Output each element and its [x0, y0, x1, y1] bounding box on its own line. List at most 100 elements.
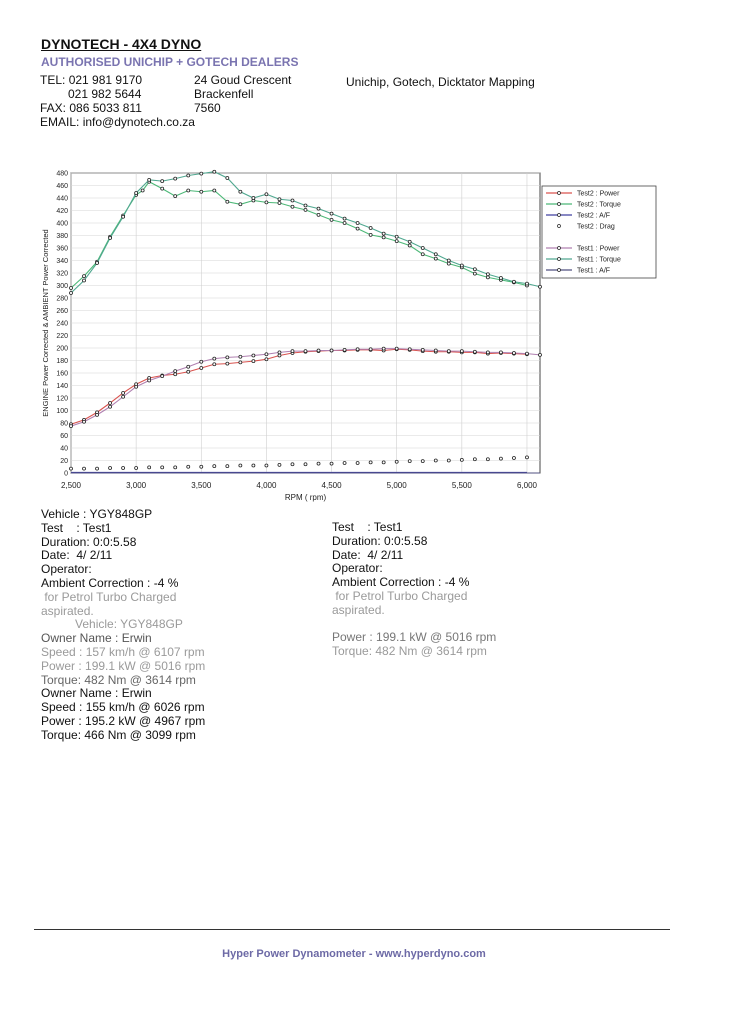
data-point	[407, 459, 412, 464]
data-point	[485, 275, 490, 280]
report-right-operator: Operator:	[332, 561, 383, 576]
data-point	[499, 350, 503, 355]
data-point	[329, 348, 334, 353]
data-point	[251, 196, 256, 200]
data-point	[95, 412, 99, 417]
data-point	[251, 463, 256, 468]
data-point	[433, 458, 438, 463]
data-point	[355, 461, 360, 465]
x-tick-label: 3,000	[126, 481, 147, 490]
data-point	[472, 267, 477, 272]
data-point	[316, 348, 321, 353]
legend-entry: Test1 : Power	[577, 246, 620, 253]
data-point	[277, 462, 282, 467]
data-point	[199, 366, 204, 370]
data-point	[186, 173, 191, 178]
fax-label: FAX:	[40, 101, 67, 115]
x-tick-label: 5,000	[387, 481, 408, 490]
data-point	[485, 457, 490, 462]
footer-divider	[34, 929, 670, 930]
y-tick-label: 0	[64, 471, 68, 478]
data-point	[238, 189, 243, 194]
y-axis-label: ENGINE Power Corrected & AMBIENT Power C…	[41, 229, 50, 416]
report-vehicle: Vehicle : YGY848GP	[41, 507, 153, 521]
report-right-ambient: Ambient Correction : -4 %	[332, 575, 470, 590]
y-tick-label: 360	[56, 246, 68, 253]
y-tick-label: 400	[56, 221, 68, 228]
data-point	[277, 353, 282, 358]
report-power-1: Power : 199.1 kW @ 5016 rpm	[41, 658, 206, 673]
data-point	[394, 239, 399, 244]
data-point	[186, 364, 191, 369]
legend-marker	[557, 202, 561, 206]
data-point	[381, 235, 386, 240]
y-tick-label: 180	[56, 358, 68, 365]
data-point	[407, 239, 412, 244]
data-point	[407, 347, 412, 352]
data-point	[134, 191, 139, 195]
data-point	[525, 455, 529, 460]
data-point	[264, 463, 269, 468]
series-test1_torque	[69, 169, 542, 295]
legend-marker	[557, 246, 561, 250]
data-point	[446, 261, 451, 266]
tel-2: 021 982 5644	[68, 87, 142, 101]
report-ambient: Ambient Correction : -4 %	[41, 575, 179, 590]
legend-marker	[557, 268, 561, 272]
data-point	[303, 203, 308, 208]
mapping-services: Unichip, Gotech, Dicktator Mapping	[346, 75, 535, 89]
data-point	[277, 197, 282, 202]
data-point	[368, 232, 373, 237]
data-point	[355, 221, 360, 225]
data-point	[147, 177, 152, 182]
data-point	[199, 464, 204, 469]
report-right: Test : Test1 Duration: 0:0:5.58 Date: 4/…	[332, 520, 496, 659]
address-line-2: Brackenfell	[194, 87, 254, 101]
data-point	[329, 217, 334, 222]
data-point	[108, 466, 112, 470]
data-point	[225, 361, 230, 366]
data-point	[199, 171, 204, 176]
data-point	[446, 349, 451, 354]
data-point	[251, 353, 256, 358]
data-point	[212, 464, 217, 469]
report-test: Test : Test1	[41, 520, 112, 535]
data-point	[108, 236, 112, 240]
series-test2_drag	[69, 455, 529, 471]
series-test1_power	[69, 346, 542, 429]
address-line-1: 24 Goud Crescent	[194, 73, 292, 87]
data-point	[173, 176, 178, 181]
data-point	[538, 352, 542, 357]
data-point	[433, 256, 438, 261]
data-point	[238, 354, 243, 359]
y-tick-label: 240	[56, 321, 68, 328]
data-point	[277, 201, 282, 205]
data-point	[368, 347, 373, 352]
data-point	[147, 465, 152, 470]
data-point	[290, 349, 295, 354]
data-point	[394, 346, 399, 351]
data-point	[238, 360, 243, 365]
legend-entry: Test2 : A/F	[577, 213, 610, 220]
data-point	[69, 424, 73, 429]
report-vehicle-2: Vehicle: YGY848GP	[75, 617, 183, 632]
data-point	[264, 352, 269, 357]
report-left: Vehicle : YGY848GP Test : Test1 Duration…	[41, 507, 206, 743]
data-point	[472, 457, 477, 462]
data-point	[525, 351, 529, 356]
data-point	[446, 458, 451, 463]
data-point	[407, 243, 412, 248]
y-tick-label: 340	[56, 258, 68, 265]
y-tick-label: 60	[60, 433, 68, 440]
data-point	[160, 374, 165, 379]
data-point	[69, 291, 73, 295]
data-point	[485, 272, 490, 277]
data-point	[420, 246, 425, 250]
data-point	[329, 211, 334, 216]
data-point	[472, 271, 477, 276]
data-point	[446, 258, 451, 263]
data-point	[173, 369, 178, 374]
y-tick-label: 260	[56, 308, 68, 315]
x-axis-label: RPM ( rpm)	[285, 493, 327, 502]
tel-row: TEL: 021 981 9170	[40, 73, 195, 87]
